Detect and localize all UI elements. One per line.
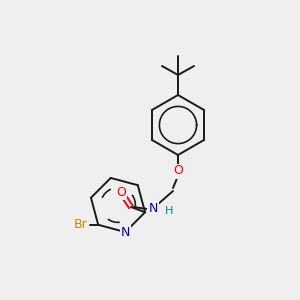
Text: O: O — [116, 185, 126, 199]
Text: O: O — [173, 164, 183, 178]
Text: N: N — [121, 226, 130, 238]
Text: Br: Br — [73, 218, 87, 231]
Text: N: N — [148, 202, 158, 215]
Text: H: H — [165, 206, 173, 216]
